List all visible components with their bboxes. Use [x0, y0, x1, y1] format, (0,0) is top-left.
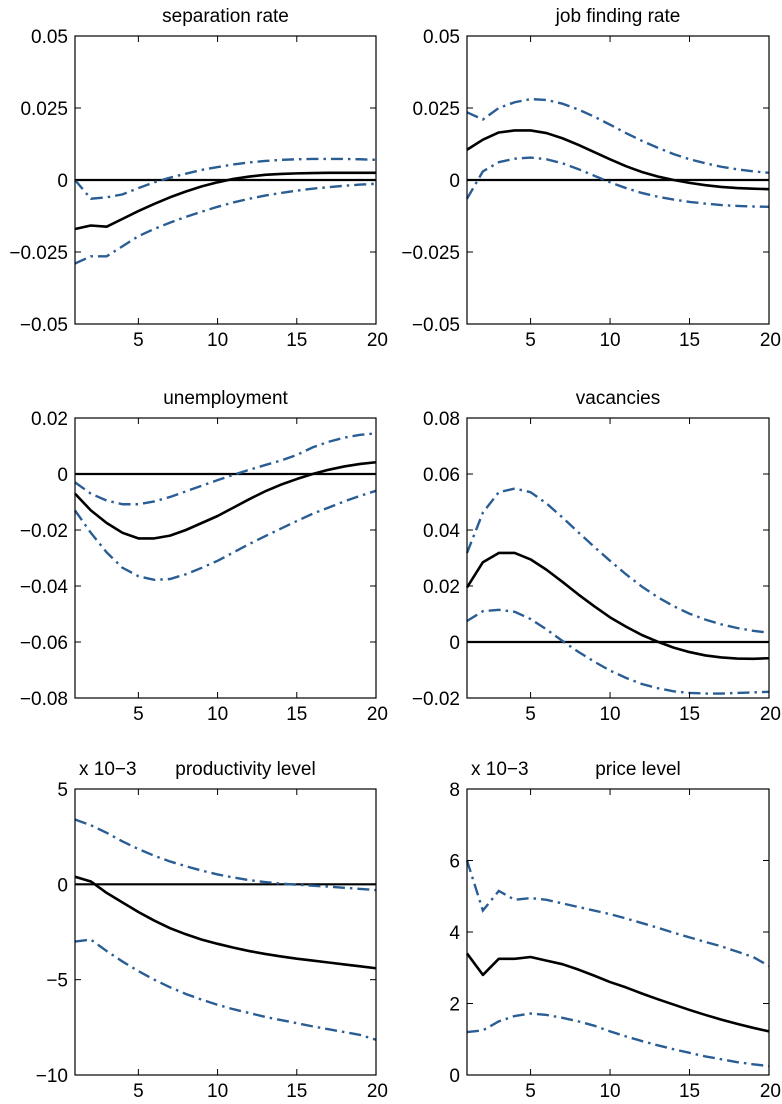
y-tick-label: 0.04 — [423, 521, 460, 542]
series-line-upper-band — [465, 860, 770, 968]
y-tick-label: 5 — [57, 780, 68, 801]
x-tick-label: 15 — [679, 330, 700, 351]
axis-multiplier-label: x 10−3 — [79, 759, 137, 780]
chart-panel: price level x 10−3 0 2 4 6 8 5 10 15 20 — [449, 759, 781, 1102]
x-tick-label: 10 — [599, 1081, 620, 1102]
chart-title: job finding rate — [555, 6, 681, 27]
y-tick-label: 0.025 — [20, 99, 68, 120]
y-tick-label: 0.05 — [423, 27, 460, 48]
plot-frame — [74, 788, 377, 1076]
plot-frame — [466, 417, 770, 699]
x-tick-label: 10 — [207, 330, 228, 351]
y-tick-label: −0.06 — [20, 633, 68, 654]
y-tick-label: 0 — [449, 1066, 460, 1087]
y-tick-label: −0.02 — [20, 521, 68, 542]
y-tick-label: −0.05 — [412, 315, 460, 336]
chart-panel: separation rate −0.05 −0.025 0 0.025 0.05 5 10 1… — [9, 6, 388, 351]
y-tick-label: −0.025 — [401, 243, 460, 264]
y-tick-label: 0.025 — [412, 99, 460, 120]
x-tick-label: 20 — [367, 1081, 388, 1102]
y-tick-label: −0.08 — [20, 689, 68, 710]
y-tick-label: 0 — [57, 465, 68, 486]
x-tick-label: 15 — [286, 1081, 307, 1102]
y-tick-label: −0.025 — [9, 243, 68, 264]
x-tick-label: 15 — [679, 1081, 700, 1102]
x-tick-label: 20 — [367, 704, 388, 725]
x-tick-label: 15 — [286, 330, 307, 351]
x-tick-label: 15 — [286, 704, 307, 725]
series-line-estimate — [74, 875, 377, 970]
series-line-upper-band — [74, 157, 377, 200]
series-line-lower-band — [466, 608, 770, 695]
plot-frame — [466, 788, 770, 1076]
chart-panel: vacancies −0.02 0 0.02 0.04 0.06 0.08 5 10 15 20 — [412, 388, 781, 725]
x-tick-label: 5 — [525, 330, 536, 351]
y-tick-label: 0.02 — [31, 409, 68, 430]
y-tick-label: 4 — [449, 923, 460, 944]
y-tick-label: 0 — [449, 633, 460, 654]
chart-title: vacancies — [576, 388, 661, 409]
x-tick-label: 10 — [207, 704, 228, 725]
x-tick-label: 20 — [760, 704, 781, 725]
series-line-lower-band — [74, 182, 377, 265]
y-tick-label: −10 — [36, 1066, 68, 1087]
series-line-estimate — [465, 952, 770, 1033]
series-line-lower-band — [74, 489, 377, 582]
series-line-estimate — [466, 129, 770, 191]
y-tick-label: 0 — [449, 171, 460, 192]
x-tick-label: 10 — [599, 704, 620, 725]
chart-title: price level — [595, 759, 681, 780]
chart-panel: job finding rate −0.05 −0.025 0 0.025 0.05 5 10… — [401, 6, 781, 351]
x-tick-label: 5 — [525, 1081, 536, 1102]
y-tick-label: −0.04 — [20, 577, 69, 598]
series-line-estimate — [465, 551, 770, 661]
series-line-lower-band — [465, 156, 770, 208]
series-line-upper-band — [466, 97, 770, 174]
y-tick-label: 0.08 — [423, 409, 460, 430]
x-tick-label: 10 — [599, 330, 620, 351]
chart-title: separation rate — [162, 6, 289, 27]
series-line-upper-band — [74, 432, 377, 506]
y-tick-label: 0.06 — [423, 465, 460, 486]
y-tick-label: 0 — [57, 171, 68, 192]
series-line-estimate — [74, 460, 377, 540]
x-tick-label: 5 — [133, 704, 144, 725]
series-line-upper-band — [74, 818, 377, 892]
x-tick-label: 20 — [760, 1081, 781, 1102]
y-tick-label: 6 — [449, 852, 460, 873]
series-line-estimate — [74, 171, 376, 231]
y-tick-label: 8 — [449, 780, 460, 801]
series-line-lower-band — [74, 938, 377, 1041]
y-tick-label: −0.02 — [412, 689, 460, 710]
x-tick-label: 5 — [133, 1081, 144, 1102]
y-tick-label: −0.05 — [20, 315, 68, 336]
plot-frame — [74, 417, 377, 699]
y-tick-label: 0 — [57, 875, 68, 896]
y-tick-label: 2 — [449, 995, 460, 1016]
x-tick-label: 10 — [207, 1081, 228, 1102]
chart-title: unemployment — [163, 388, 288, 409]
series-line-upper-band — [465, 487, 770, 634]
series-line-lower-band — [466, 1012, 770, 1068]
chart-panel: unemployment −0.08 −0.06 −0.04 −0.02 0 0.02 5 10… — [20, 388, 388, 725]
y-tick-label: 0.02 — [423, 577, 460, 598]
x-tick-label: 20 — [367, 330, 388, 351]
x-tick-label: 5 — [133, 330, 144, 351]
y-tick-label: −5 — [46, 971, 68, 992]
x-tick-label: 20 — [760, 330, 781, 351]
x-tick-label: 5 — [525, 704, 536, 725]
chart-title: productivity level — [175, 759, 315, 780]
axis-multiplier-label: x 10−3 — [471, 759, 529, 780]
x-tick-label: 15 — [679, 704, 700, 725]
chart-panel: productivity level x 10−3 −10 −5 0 5 5 10 15 20 — [36, 759, 388, 1102]
y-tick-label: 0.05 — [31, 27, 68, 48]
